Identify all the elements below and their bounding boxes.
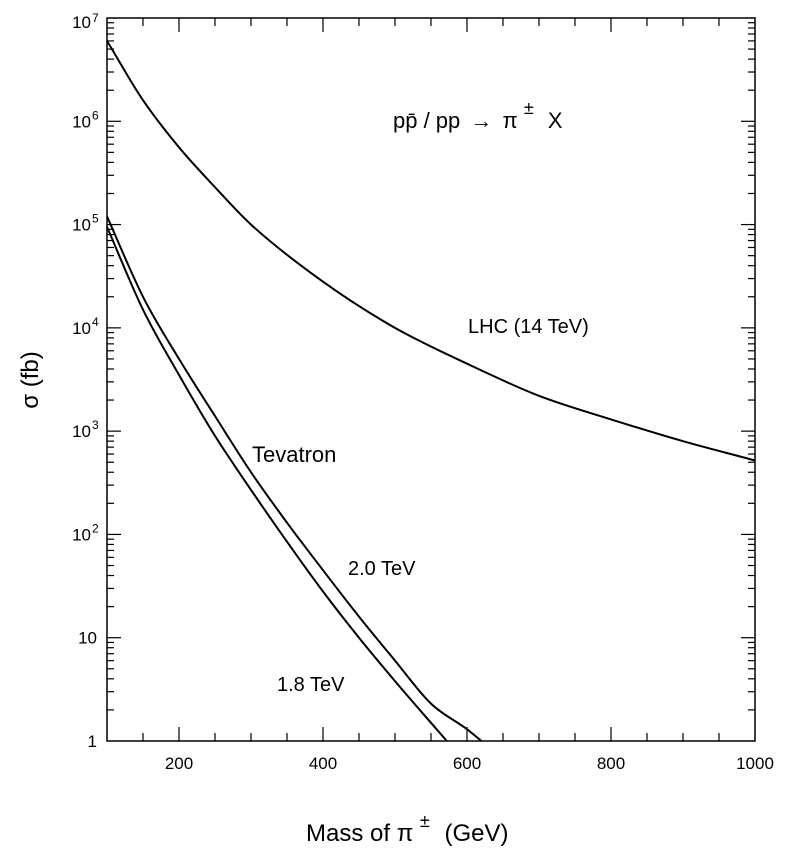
process-title: pp̄ / pp → π ± X: [393, 94, 563, 133]
y-tick-label: 10: [72, 13, 91, 32]
annotation-tevatron: Tevatron: [252, 442, 336, 467]
process-title-rest: X: [548, 108, 563, 133]
annotation-1-8-tev: 1.8 TeV: [277, 674, 345, 696]
y-tick-label: 10: [72, 319, 91, 338]
y-tick-label: 10: [72, 216, 91, 235]
annotation-2-0-tev: 2.0 TeV: [348, 558, 416, 580]
x-tick-labels: 200 400 600 800 1000: [165, 754, 774, 773]
x-tick-label: 1000: [736, 754, 774, 773]
x-axis-title-left: Mass of π: [306, 820, 413, 847]
y-tick-label: 10: [72, 422, 91, 441]
process-title-charge: ±: [524, 98, 534, 118]
x-tick-label: 800: [597, 754, 625, 773]
x-tick-label: 200: [165, 754, 193, 773]
x-tick-label: 400: [309, 754, 337, 773]
y-tick-exponent: 3: [92, 418, 99, 432]
series-lines: [106, 40, 756, 742]
series-line-lhc-14-tev: [106, 40, 756, 462]
x-axis-title-charge: ±: [420, 811, 430, 831]
y-tick-label: 10: [78, 629, 97, 648]
series-line-2-0-tev: [106, 215, 483, 742]
y-tick-exponent: 2: [92, 521, 99, 535]
process-title-arrow: →: [470, 108, 492, 133]
y-tick-label: 10: [72, 525, 91, 544]
annotation-lhc: LHC (14 TeV): [468, 316, 589, 338]
y-tick-exponent: 5: [92, 212, 99, 226]
x-tick-label: 600: [453, 754, 481, 773]
y-tick-label: 10: [72, 112, 91, 131]
process-title-left: pp̄ / pp: [393, 108, 460, 133]
series-line-1-8-tev: [106, 226, 448, 742]
y-tick-exponent: 6: [92, 108, 99, 122]
y-axis-title: σ (fb): [17, 351, 44, 408]
y-tick-exponent: 7: [92, 11, 99, 25]
x-axis-title: Mass of π ± (GeV): [306, 806, 509, 847]
y-tick-label: 1: [88, 732, 97, 751]
process-title-particle: π: [503, 108, 518, 133]
y-tick-exponent: 4: [92, 315, 99, 329]
x-axis-title-right: (GeV): [444, 820, 508, 847]
tick-marks: [107, 18, 755, 741]
